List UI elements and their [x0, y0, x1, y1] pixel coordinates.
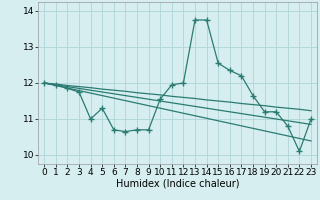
X-axis label: Humidex (Indice chaleur): Humidex (Indice chaleur) — [116, 179, 239, 189]
